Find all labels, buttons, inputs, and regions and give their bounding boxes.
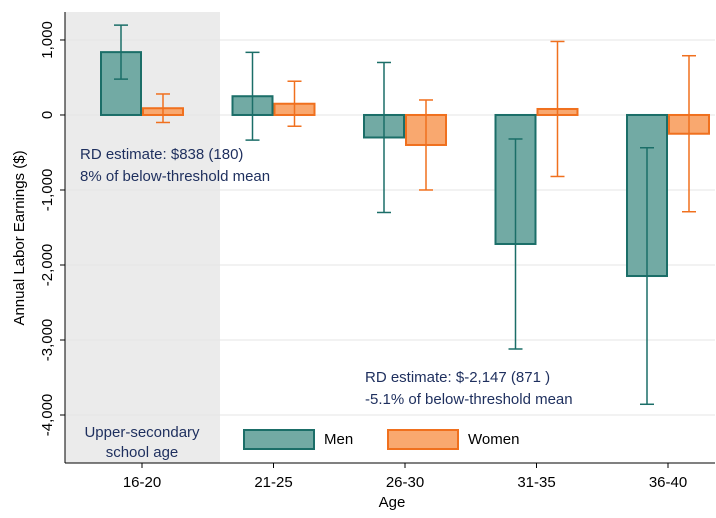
shaded-region (65, 12, 220, 463)
legend-label: Women (468, 431, 519, 448)
legend-swatch (387, 429, 459, 450)
legend-label: Men (324, 431, 353, 448)
annotation: RD estimate: $-2,147 (871 ) (365, 369, 550, 386)
annotation: -5.1% of below-threshold mean (365, 391, 573, 408)
error-bar (245, 51, 260, 141)
annotation: RD estimate: $838 (180) (80, 146, 243, 163)
x-tick-label: 31-35 (517, 474, 555, 491)
error-bar (377, 61, 391, 214)
x-tick-label: 16-20 (123, 474, 161, 491)
y-axis-title: Annual Labor Earnings ($) (11, 150, 28, 325)
y-tick-label: 0 (39, 111, 56, 119)
shaded-label: Upper-secondary (84, 424, 200, 441)
y-tick-label: -2,000 (39, 244, 56, 287)
y-tick-label: -1,000 (39, 169, 56, 212)
y-tick-label: -3,000 (39, 319, 56, 362)
error-bar (156, 93, 170, 124)
shaded-label: school age (106, 444, 179, 461)
y-tick-label: -4,000 (39, 394, 56, 437)
x-tick-label: 36-40 (649, 474, 687, 491)
x-tick-label: 21-25 (254, 474, 292, 491)
x-axis-title: Age (379, 494, 406, 511)
error-bar (640, 147, 654, 406)
error-bar (508, 138, 523, 350)
error-bar (287, 80, 302, 127)
error-bar (114, 24, 128, 80)
annotation: 8% of below-threshold mean (80, 168, 270, 185)
error-bar (682, 54, 696, 213)
error-bar (550, 40, 565, 178)
x-tick-label: 26-30 (386, 474, 424, 491)
y-tick-label: 1,000 (39, 21, 56, 59)
error-bar (419, 99, 433, 191)
legend-swatch (243, 429, 315, 450)
